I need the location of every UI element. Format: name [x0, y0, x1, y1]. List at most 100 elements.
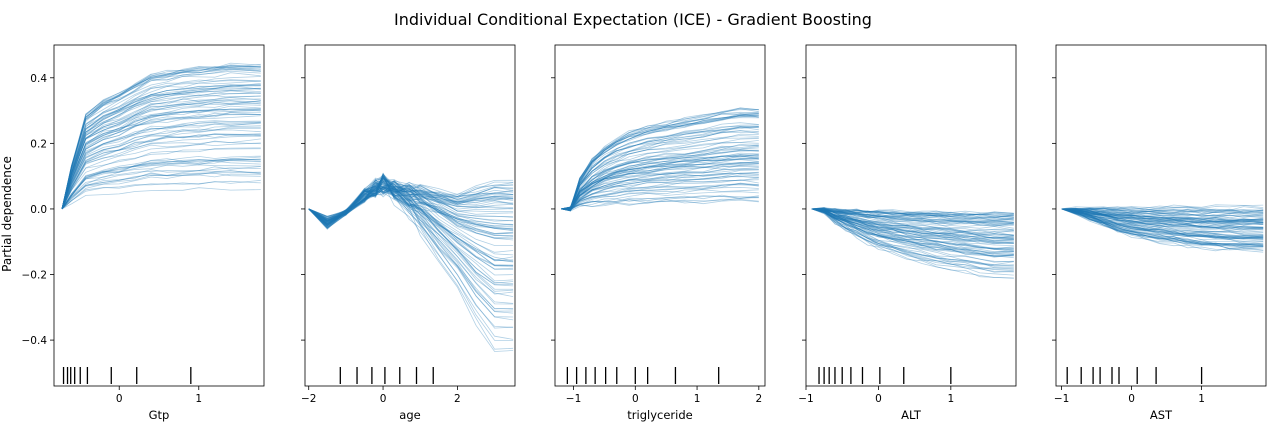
x-tick-label: −1 [1054, 393, 1069, 405]
ice-line [1061, 208, 1264, 216]
ice-line [308, 178, 514, 226]
ice-line [308, 177, 514, 228]
ice-line [561, 153, 759, 211]
ice-line [561, 179, 759, 210]
ice-line [308, 172, 514, 231]
ice-line [308, 175, 514, 329]
ice-line [1061, 208, 1264, 230]
ice-line [561, 114, 759, 211]
ice-line [561, 126, 759, 210]
ice-line [61, 92, 261, 210]
ice-line [811, 208, 1014, 225]
ice-line [1061, 208, 1264, 224]
ice-line [811, 208, 1014, 266]
ice-line [308, 185, 514, 239]
ice-lines [561, 107, 759, 212]
ice-line [308, 175, 514, 340]
ice-line [308, 177, 514, 220]
axes-frame [1055, 44, 1267, 387]
ice-line [308, 186, 514, 225]
ice-line [61, 160, 261, 210]
ice-line [811, 208, 1014, 267]
ice-line [61, 134, 261, 210]
ice-line [811, 208, 1014, 245]
ice-line [811, 208, 1014, 269]
ice-line [811, 208, 1014, 249]
ice-line [811, 207, 1014, 224]
ice-line [1061, 208, 1264, 239]
ice-line [1061, 208, 1264, 229]
ice-line [561, 168, 759, 210]
ice-line [561, 124, 759, 210]
ice-line [561, 197, 759, 212]
ice-line [308, 182, 514, 224]
ice-line [1061, 207, 1264, 213]
ice-line [61, 108, 261, 210]
ice-line [1061, 208, 1264, 246]
ice-line [1061, 208, 1264, 239]
ice-line [308, 188, 514, 305]
ice-line [308, 179, 514, 222]
ice-line [61, 122, 261, 210]
ice-line [811, 208, 1014, 232]
ice-line [811, 208, 1014, 244]
ice-line [61, 160, 261, 210]
ice-line [811, 208, 1014, 273]
ice-line [811, 208, 1014, 233]
ice-line [811, 208, 1014, 240]
ice-line [811, 208, 1014, 229]
ice-lines [61, 62, 261, 210]
ice-line [811, 208, 1014, 263]
ice-line [561, 144, 759, 210]
ice-line [811, 208, 1014, 253]
ice-line [61, 155, 261, 210]
ice-line [308, 178, 514, 304]
ice-line [811, 208, 1014, 249]
ice-line [561, 156, 759, 210]
ice-line [308, 183, 514, 282]
ice-line [61, 64, 261, 209]
ice-line [61, 108, 261, 210]
ice-line [561, 182, 759, 211]
ice-line [811, 208, 1014, 262]
ice-line [811, 207, 1014, 217]
ice-line [811, 208, 1014, 254]
ice-line [1061, 208, 1264, 233]
ice-line [61, 156, 261, 210]
ice-line [1061, 208, 1264, 223]
ice-line [308, 180, 514, 222]
ice-panel-2: −2 0 2 age [301, 44, 516, 422]
ice-line [561, 133, 759, 210]
ice-line [1061, 208, 1264, 237]
ice-line [1061, 208, 1264, 249]
ice-line [811, 208, 1014, 244]
ice-line [561, 135, 759, 210]
ice-line [308, 181, 514, 230]
ice-line [811, 208, 1014, 255]
ice-line [1061, 208, 1264, 229]
ice-line [308, 177, 514, 246]
ice-line [561, 195, 759, 210]
ice-line [61, 66, 261, 209]
ice-line [308, 180, 514, 221]
ice-line [811, 208, 1014, 253]
ice-line [811, 208, 1014, 243]
ice-line [561, 191, 759, 210]
ice-line [811, 208, 1014, 225]
ice-line [308, 175, 514, 262]
ice-line [308, 184, 514, 285]
x-axis-label: Gtp [149, 408, 170, 422]
axes-frame [554, 44, 766, 387]
ice-line [561, 159, 759, 211]
ice-line [561, 154, 759, 211]
ice-lines [1061, 204, 1264, 253]
ice-line [811, 208, 1014, 252]
panels: 0.4 0.2 0.0 −0.2 −0.4 0 1 Gtp −2 0 2 age −1 0 1 2 trigly… [22, 44, 1267, 422]
ice-line [561, 157, 759, 210]
ice-line [1061, 208, 1264, 216]
ice-line [1061, 208, 1264, 242]
ice-line [61, 187, 261, 210]
x-tick-label: 0 [875, 393, 882, 405]
ice-line [561, 174, 759, 210]
ice-line [61, 138, 261, 210]
